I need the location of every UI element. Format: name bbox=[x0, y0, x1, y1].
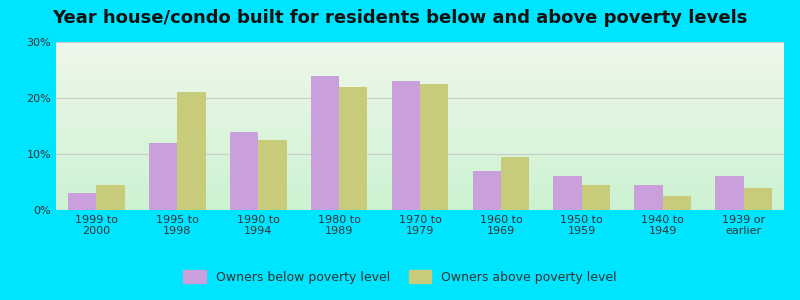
Bar bbox=[473, 171, 501, 210]
Bar bbox=[392, 81, 420, 210]
Bar bbox=[420, 84, 448, 210]
Bar bbox=[582, 185, 610, 210]
Legend: Owners below poverty level, Owners above poverty level: Owners below poverty level, Owners above… bbox=[179, 267, 621, 288]
Bar bbox=[258, 140, 286, 210]
Bar bbox=[743, 188, 772, 210]
Bar bbox=[339, 87, 367, 210]
Bar bbox=[634, 185, 662, 210]
Bar bbox=[230, 132, 258, 210]
Bar bbox=[97, 185, 125, 210]
Bar bbox=[149, 143, 178, 210]
Bar bbox=[715, 176, 743, 210]
Bar bbox=[554, 176, 582, 210]
Bar bbox=[662, 196, 691, 210]
Bar bbox=[501, 157, 530, 210]
Bar bbox=[68, 193, 97, 210]
Text: Year house/condo built for residents below and above poverty levels: Year house/condo built for residents bel… bbox=[52, 9, 748, 27]
Bar bbox=[311, 76, 339, 210]
Bar bbox=[178, 92, 206, 210]
